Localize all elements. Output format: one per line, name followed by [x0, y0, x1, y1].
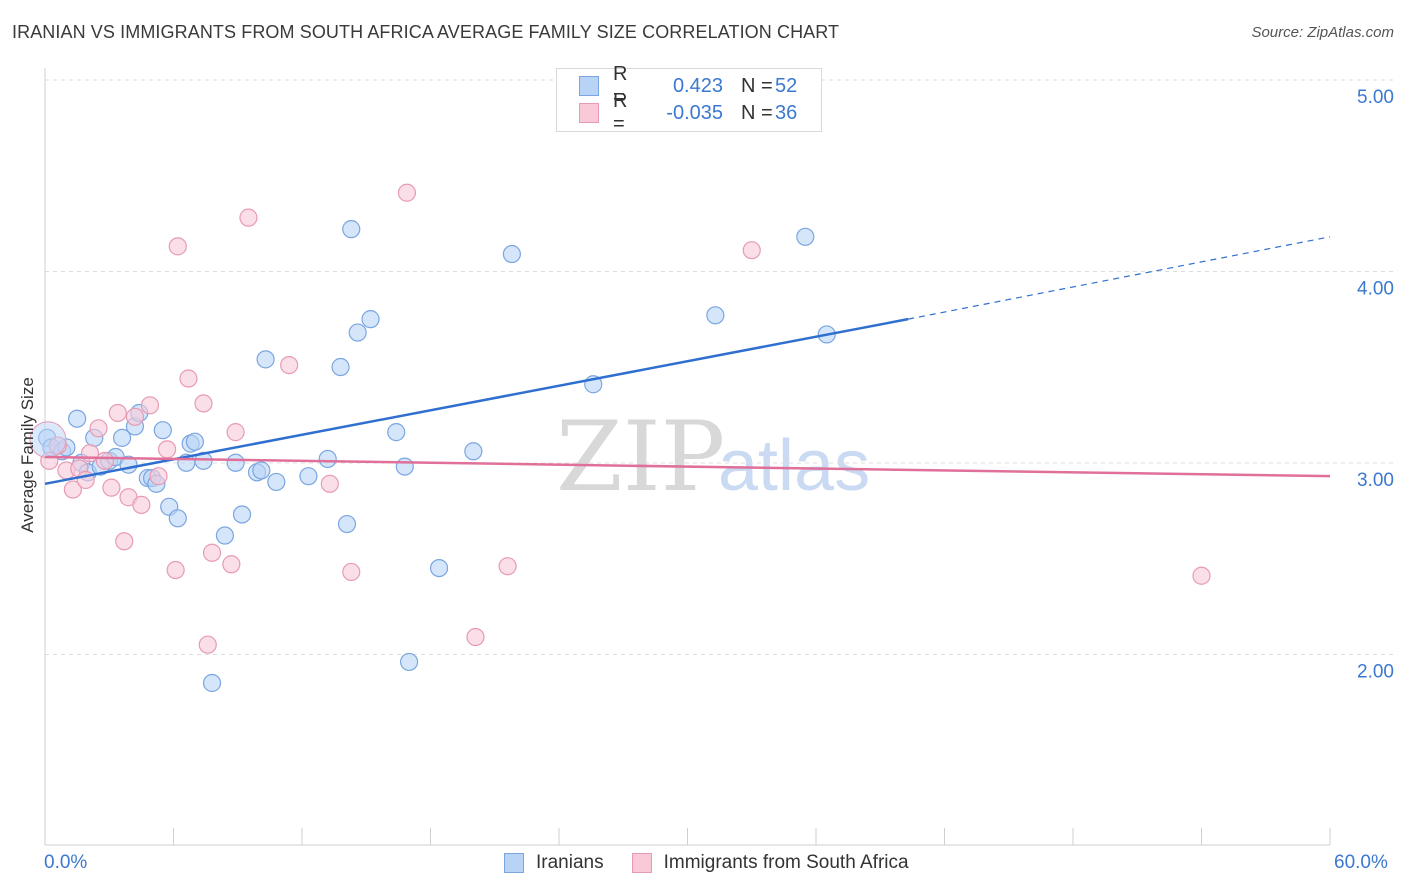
iranians-point — [185, 432, 205, 451]
south-africa-trend-line — [44, 455, 1331, 478]
y-tick-label: 4.00 — [1357, 279, 1394, 300]
south-africa-point — [222, 555, 241, 574]
south-africa-point — [89, 419, 108, 438]
iranians-point — [796, 227, 815, 246]
iranians-point — [318, 449, 337, 469]
iranians-trend-line-extension — [907, 236, 1331, 320]
south-africa-point — [397, 183, 417, 202]
south-africa-point — [342, 562, 361, 582]
iranians-point — [68, 409, 87, 428]
y-tick-label: 3.00 — [1357, 470, 1394, 491]
r-value: 0.423 — [672, 74, 723, 97]
iranians-point — [168, 509, 187, 528]
iranians-point — [387, 423, 406, 442]
iranians-point — [429, 558, 449, 578]
south-africa-point — [166, 560, 185, 580]
south-africa-point — [140, 396, 160, 415]
iranians-point — [502, 244, 521, 264]
iranians-point — [348, 323, 367, 342]
n-label: N = — [741, 74, 773, 97]
south-africa-point — [202, 543, 222, 562]
iranians-point — [252, 461, 271, 480]
r-label: R = — [613, 90, 628, 135]
x-tick-label-max: 60.0% — [1334, 852, 1388, 873]
r-label: R = — [613, 63, 628, 108]
watermark-atlas: atlas — [718, 426, 870, 506]
legend-swatch-iranians — [504, 853, 524, 873]
n-value: 36 — [775, 101, 798, 124]
series-legend: Iranians Immigrants from South Africa — [504, 852, 937, 874]
south-africa-point — [742, 241, 761, 260]
iranians-point — [202, 673, 222, 693]
south-africa-point — [198, 635, 217, 654]
iranians-point — [112, 428, 132, 447]
south-africa-point — [466, 627, 485, 647]
y-tick-label: 5.00 — [1357, 87, 1394, 108]
iranians-point — [337, 514, 357, 534]
south-africa-point — [239, 208, 258, 227]
south-africa-point — [108, 403, 127, 423]
south-africa-point — [280, 356, 299, 375]
source-label: Source: ZipAtlas.com — [1251, 24, 1394, 41]
iranians-point — [215, 526, 234, 545]
south-africa-point — [1192, 566, 1211, 585]
x-tick-label-min: 0.0% — [44, 852, 88, 873]
south-africa-point — [80, 444, 100, 463]
correlation-legend: R = 0.423 N = 52 R = -0.035 N = 36 — [556, 63, 822, 135]
legend-swatch-iranians — [579, 76, 599, 96]
legend-swatch-south-africa — [631, 853, 652, 873]
south-africa-point — [179, 369, 198, 388]
y-tick-label: 2.00 — [1357, 662, 1394, 683]
south-africa-point — [194, 394, 213, 413]
south-africa-point — [226, 423, 245, 442]
legend-swatch-south-africa — [579, 103, 599, 123]
iranians-point — [399, 652, 419, 672]
south-africa-point — [498, 557, 517, 576]
iranians-point — [267, 472, 286, 492]
iranians-point — [299, 467, 318, 486]
y-axis-label: Average Family Size — [18, 377, 37, 533]
south-africa-point — [63, 480, 82, 499]
n-value: 52 — [775, 74, 798, 97]
south-africa-point — [320, 474, 339, 493]
iranians-trend-line — [44, 317, 909, 486]
iranians-point — [342, 220, 361, 239]
iranians-point — [226, 453, 245, 472]
watermark-zip: ZIP — [556, 401, 725, 513]
legend-item-iranians[interactable]: Iranians — [504, 852, 604, 874]
legend-item-south-africa[interactable]: Immigrants from South Africa — [631, 852, 909, 874]
n-label: N = — [741, 101, 773, 124]
iranians-point — [361, 310, 380, 329]
south-africa-point — [149, 467, 168, 486]
iranians-point — [331, 357, 350, 377]
chart-title: IRANIAN VS IMMIGRANTS FROM SOUTH AFRICA … — [12, 22, 840, 42]
legend-row-iranians: R = 0.423 N = 52 — [579, 63, 798, 108]
legend-label-iranians: Iranians — [536, 852, 604, 873]
south-africa-point — [125, 407, 145, 426]
iranians-point — [464, 442, 483, 461]
south-africa-point — [95, 451, 115, 470]
south-africa-point — [115, 532, 134, 551]
south-africa-point — [132, 495, 151, 514]
iranians-point — [153, 421, 172, 440]
iranians-point — [256, 350, 275, 369]
south-africa-point — [157, 440, 177, 459]
south-africa-point — [168, 237, 187, 256]
iranians-point — [232, 505, 252, 524]
iranians-point — [395, 457, 414, 476]
legend-label-south-africa: Immigrants from South Africa — [663, 852, 909, 873]
south-africa-point — [102, 478, 121, 497]
legend-row-south-africa: R = -0.035 N = 36 — [579, 90, 798, 135]
iranians-point — [706, 306, 725, 325]
r-value: -0.035 — [666, 101, 723, 124]
